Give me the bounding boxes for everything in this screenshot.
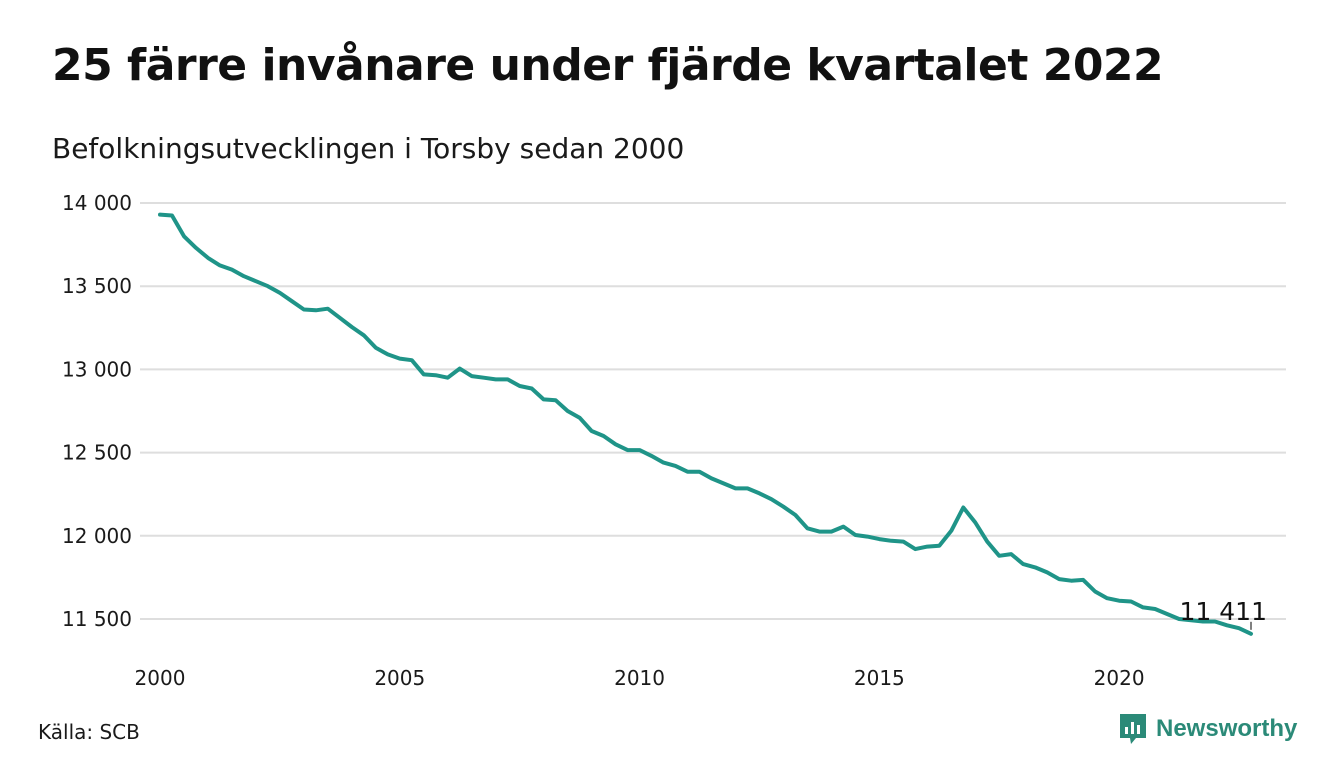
x-tick-label: 2020 <box>1094 666 1145 690</box>
y-tick-label: 14 000 <box>62 191 132 215</box>
data-labels: 11 411 <box>1180 597 1267 630</box>
y-tick-label: 13 500 <box>62 274 132 298</box>
x-tick-label: 2015 <box>854 666 905 690</box>
series-layer <box>158 212 1253 636</box>
series-line <box>158 212 1253 636</box>
y-tick-label: 12 500 <box>62 441 132 465</box>
chart-subtitle: Befolkningsutvecklingen i Torsby sedan 2… <box>52 132 685 165</box>
brand-logo: Newsworthy <box>1118 712 1297 746</box>
x-axis-ticks: 2000 2005 2010 2015 2020 <box>135 666 1145 690</box>
brand-name: Newsworthy <box>1156 715 1298 742</box>
chart-title: 25 färre invånare under fjärde kvartalet… <box>52 40 1164 91</box>
y-axis-ticks: 11 500 12 000 12 500 13 000 13 500 14 000 <box>62 191 132 631</box>
x-tick-label: 2010 <box>614 666 665 690</box>
y-tick-label: 13 000 <box>62 357 132 381</box>
y-tick-label: 12 000 <box>62 524 132 548</box>
last-value-label: 11 411 <box>1180 597 1267 626</box>
x-tick-label: 2000 <box>135 666 186 690</box>
gridlines <box>140 202 1286 620</box>
source-note: Källa: SCB <box>38 720 140 744</box>
y-tick-label: 11 500 <box>62 607 132 631</box>
chart-bubble-icon <box>1120 714 1146 744</box>
x-tick-label: 2005 <box>374 666 425 690</box>
